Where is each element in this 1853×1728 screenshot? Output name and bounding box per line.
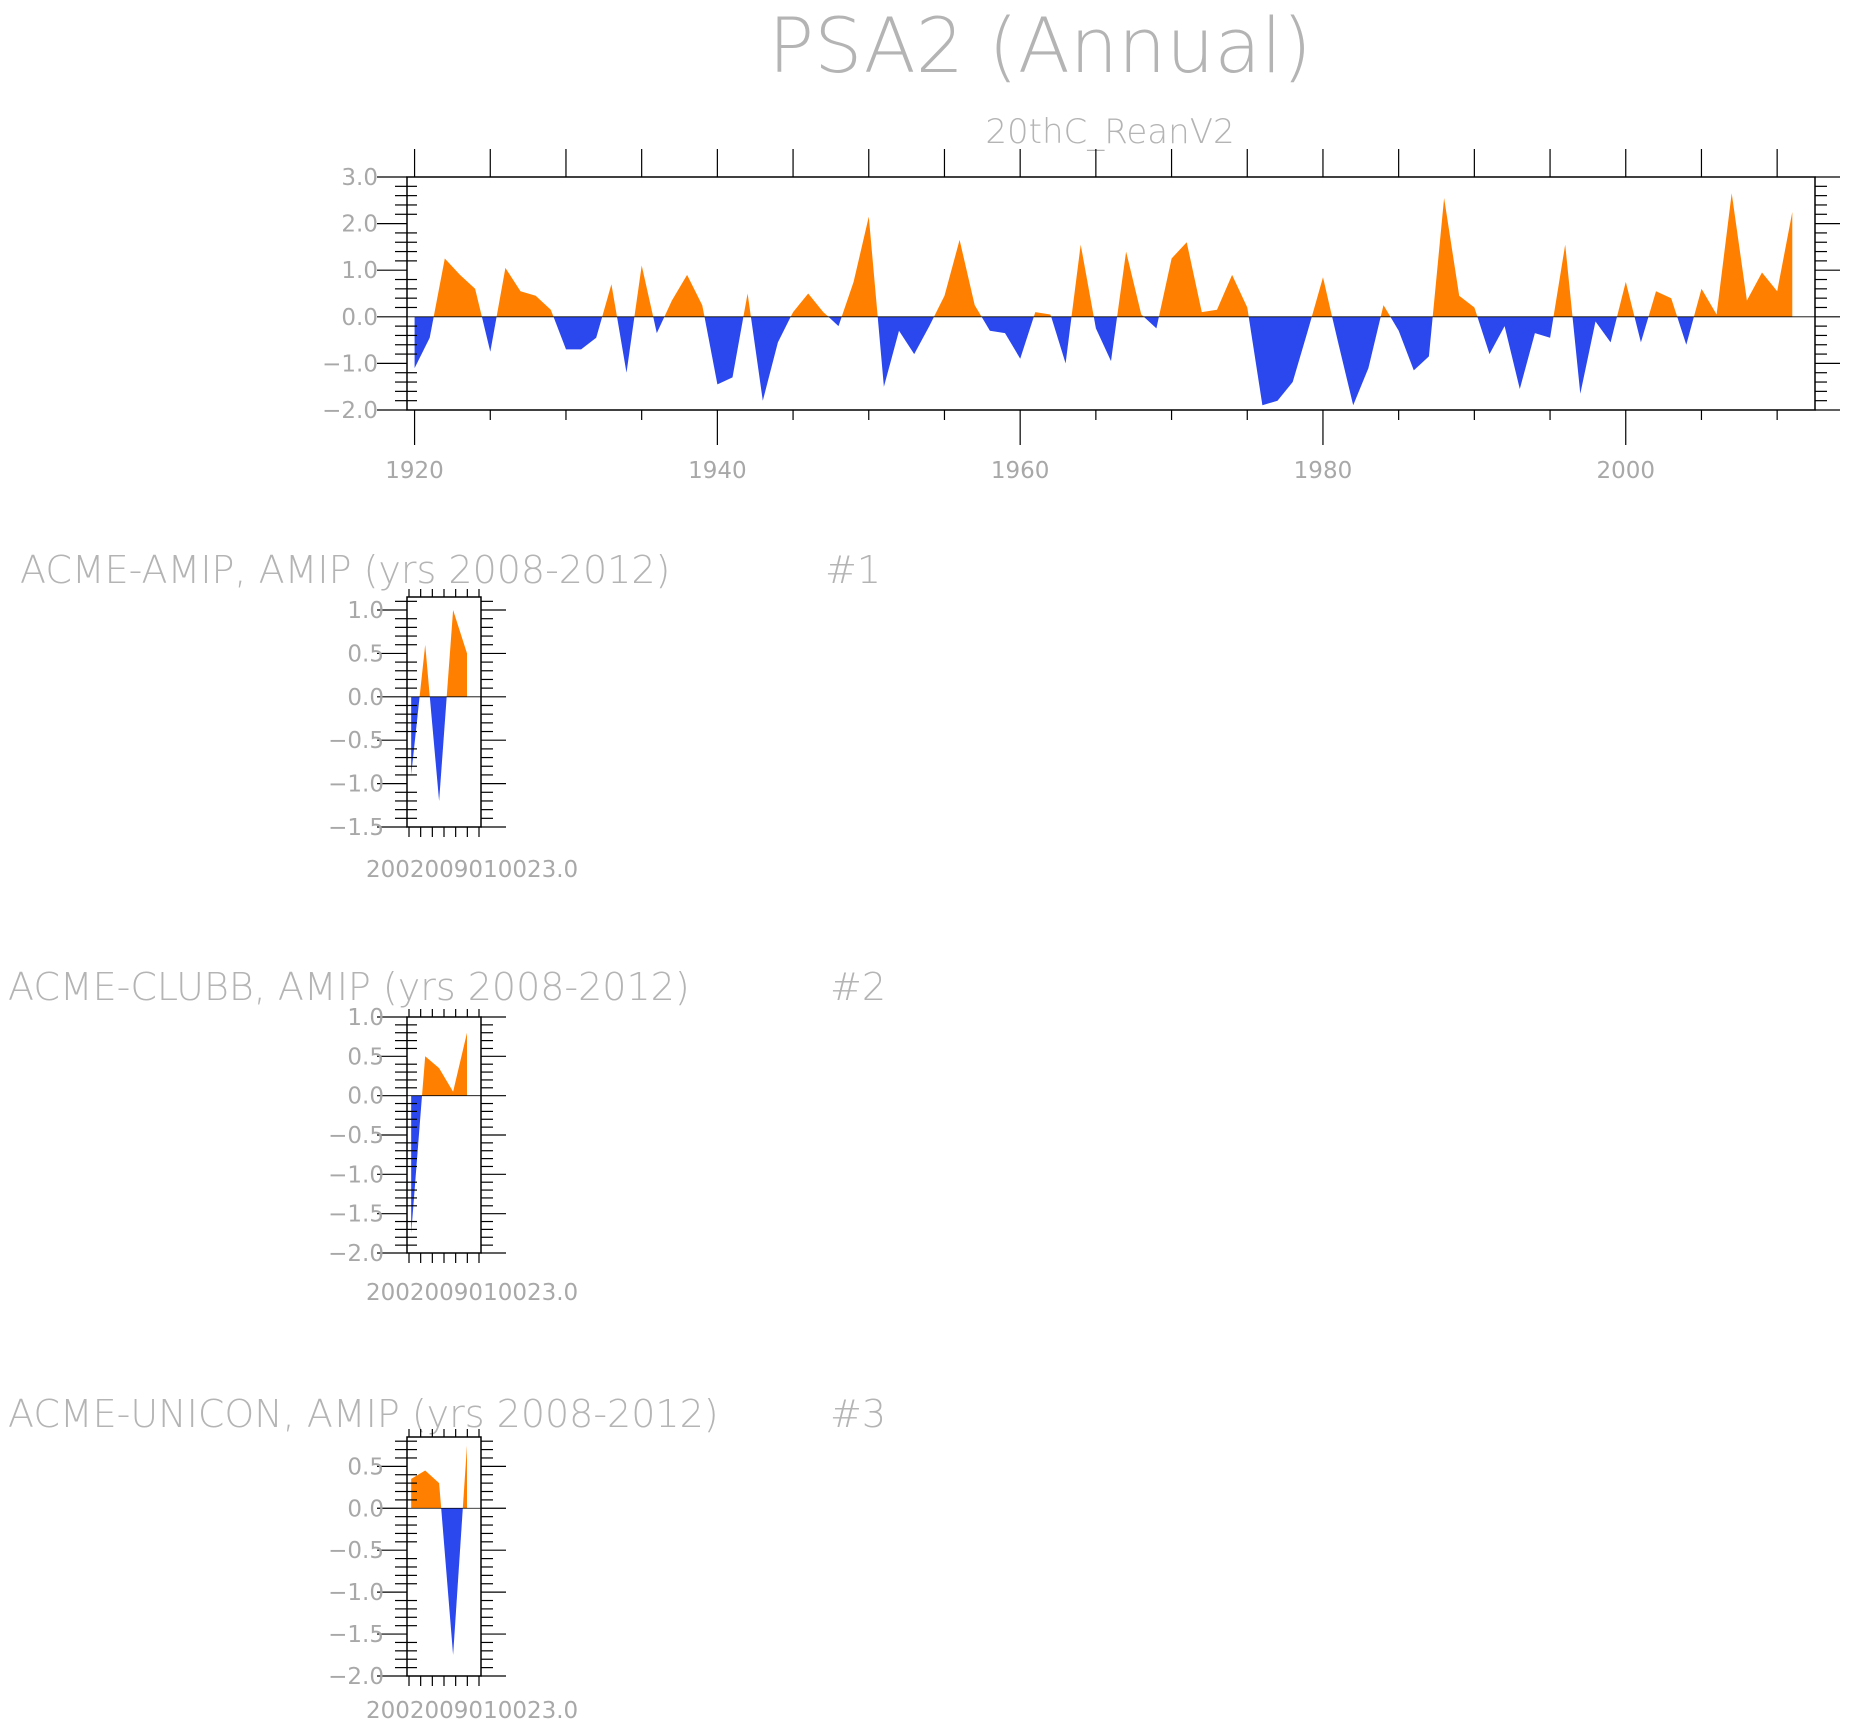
plot-frame <box>406 1436 482 1677</box>
x-tick-label: 2002009010023.0 <box>366 1698 578 1724</box>
positive-area <box>1071 244 1094 317</box>
negative-area <box>411 696 420 775</box>
chart-title: ACME-CLUBB, AMIP (yrs 2008-2012) <box>8 965 690 1009</box>
positive-area <box>1380 305 1391 317</box>
negative-area <box>1248 316 1312 406</box>
x-tick-label: 1960 <box>991 458 1050 484</box>
negative-area <box>1143 316 1159 329</box>
positive-area <box>634 265 654 317</box>
y-tick-label: −0.5 <box>328 1538 384 1564</box>
chart-tag: #3 <box>830 1392 886 1436</box>
figure-title: PSA2 (Annual) <box>768 1 1311 90</box>
y-tick-label: 0.0 <box>347 1496 384 1522</box>
positive-area <box>664 274 705 317</box>
y-tick-label: −0.5 <box>328 1123 384 1149</box>
negative-area <box>704 316 744 385</box>
y-tick-label: −0.5 <box>328 728 384 754</box>
negative-area <box>1677 316 1694 345</box>
positive-area <box>1311 277 1333 317</box>
y-tick-label: −2.0 <box>322 398 378 424</box>
positive-area <box>602 284 617 317</box>
positive-area <box>496 267 554 317</box>
y-tick-label: 0.0 <box>341 305 378 331</box>
y-tick-label: −1.0 <box>322 351 378 377</box>
y-tick-label: 0.5 <box>347 1044 384 1070</box>
positive-area <box>790 293 829 317</box>
positive-area <box>419 644 430 697</box>
positive-area <box>743 293 751 317</box>
negative-area <box>1332 316 1381 406</box>
chart-title: ACME-AMIP, AMIP (yrs 2008-2012) <box>20 548 670 592</box>
negative-area <box>1093 316 1118 362</box>
negative-area <box>750 316 791 401</box>
positive-area <box>1432 198 1478 317</box>
chart-title: 20thC_ReanV2 <box>985 112 1234 152</box>
chart-20thc-reanv2: 20thC_ReanV2 −2.0 −1.0 0.0 1.0 2.0 3.0 1920 194… <box>322 112 1840 484</box>
positive-area <box>1158 242 1249 317</box>
y-tick-label: 0.0 <box>347 685 384 711</box>
chart-acme-amip: ACME-AMIP, AMIP (yrs 2008-2012) #1 −1.5 −… <box>20 548 881 883</box>
y-tick-label: 0.5 <box>347 1454 384 1480</box>
y-tick-label: −1.0 <box>328 772 384 798</box>
y-tick-label: 1.0 <box>347 1005 384 1031</box>
y-tick-label: 0.5 <box>347 641 384 667</box>
y-tick-label: −1.5 <box>328 1622 384 1648</box>
y-tick-label: −2.0 <box>328 1664 384 1690</box>
negative-area <box>1634 316 1649 343</box>
plot-frame <box>406 176 1816 411</box>
negative-area <box>553 316 603 350</box>
negative-area <box>653 316 665 334</box>
negative-area <box>429 696 447 801</box>
negative-area <box>481 316 497 352</box>
y-tick-label: −1.5 <box>328 815 384 841</box>
chart-acme-unicon: ACME-UNICON, AMIP (yrs 2008-2012) #3 −2.… <box>8 1392 886 1724</box>
positive-area <box>934 239 982 317</box>
y-tick-label: 1.0 <box>347 598 384 624</box>
x-tick-label: 2000 <box>1596 458 1655 484</box>
negative-area <box>981 316 1034 359</box>
x-tick-label: 2002009010023.0 <box>366 857 578 883</box>
positive-area <box>1693 193 1793 317</box>
positive-area <box>462 1445 467 1509</box>
y-tick-label: 2.0 <box>341 212 378 238</box>
positive-area <box>1553 244 1573 317</box>
negative-area <box>1390 316 1433 371</box>
y-tick-label: −2.0 <box>328 1241 384 1267</box>
x-tick-label: 2002009010023.0 <box>366 1280 578 1306</box>
positive-area <box>1617 281 1635 317</box>
chart-tag: #2 <box>830 965 886 1009</box>
positive-area <box>841 216 878 317</box>
chart-tag: #1 <box>825 548 881 592</box>
negative-area <box>1051 316 1072 364</box>
positive-area <box>446 610 467 697</box>
positive-area <box>433 258 482 317</box>
negative-area <box>414 316 434 369</box>
negative-area <box>1477 316 1554 389</box>
negative-area <box>1572 316 1617 394</box>
positive-area <box>1033 312 1052 317</box>
y-tick-label: 0.0 <box>347 1084 384 1110</box>
negative-area <box>828 316 842 327</box>
x-tick-label: 1980 <box>1294 458 1353 484</box>
negative-area <box>441 1508 463 1655</box>
y-tick-label: −1.0 <box>328 1580 384 1606</box>
positive-area <box>1117 251 1144 317</box>
y-tick-label: −1.5 <box>328 1202 384 1228</box>
negative-area <box>617 316 635 373</box>
positive-area <box>1648 291 1678 317</box>
positive-area <box>422 1032 467 1096</box>
positive-area <box>411 1470 442 1509</box>
y-tick-label: −1.0 <box>328 1162 384 1188</box>
negative-area <box>411 1095 422 1234</box>
x-tick-label: 1920 <box>385 458 444 484</box>
y-tick-label: 3.0 <box>341 165 378 191</box>
negative-area <box>877 316 934 387</box>
chart-title: ACME-UNICON, AMIP (yrs 2008-2012) <box>8 1392 719 1436</box>
chart-acme-clubb: ACME-CLUBB, AMIP (yrs 2008-2012) #2 −2.0… <box>8 965 886 1306</box>
y-tick-label: 1.0 <box>341 258 378 284</box>
x-tick-label: 1940 <box>688 458 747 484</box>
